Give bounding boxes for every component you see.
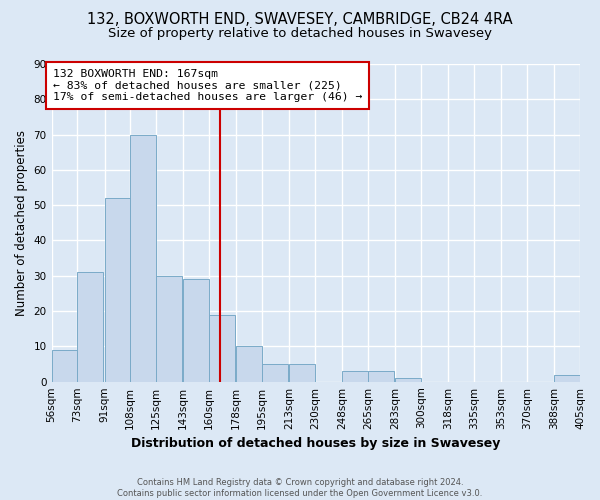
Y-axis label: Number of detached properties: Number of detached properties — [15, 130, 28, 316]
Bar — [156, 276, 182, 382]
Bar — [236, 346, 262, 382]
Bar — [262, 364, 288, 382]
Bar — [130, 134, 156, 382]
Bar — [342, 371, 368, 382]
Text: Contains HM Land Registry data © Crown copyright and database right 2024.
Contai: Contains HM Land Registry data © Crown c… — [118, 478, 482, 498]
Bar — [52, 350, 77, 382]
Bar — [209, 314, 235, 382]
Bar — [395, 378, 421, 382]
Bar — [183, 280, 209, 382]
Text: Size of property relative to detached houses in Swavesey: Size of property relative to detached ho… — [108, 28, 492, 40]
Bar — [289, 364, 315, 382]
Bar — [77, 272, 103, 382]
Bar — [368, 371, 394, 382]
Text: 132 BOXWORTH END: 167sqm
← 83% of detached houses are smaller (225)
17% of semi-: 132 BOXWORTH END: 167sqm ← 83% of detach… — [53, 70, 362, 102]
X-axis label: Distribution of detached houses by size in Swavesey: Distribution of detached houses by size … — [131, 437, 500, 450]
Bar — [104, 198, 130, 382]
Bar — [554, 374, 580, 382]
Text: 132, BOXWORTH END, SWAVESEY, CAMBRIDGE, CB24 4RA: 132, BOXWORTH END, SWAVESEY, CAMBRIDGE, … — [87, 12, 513, 28]
